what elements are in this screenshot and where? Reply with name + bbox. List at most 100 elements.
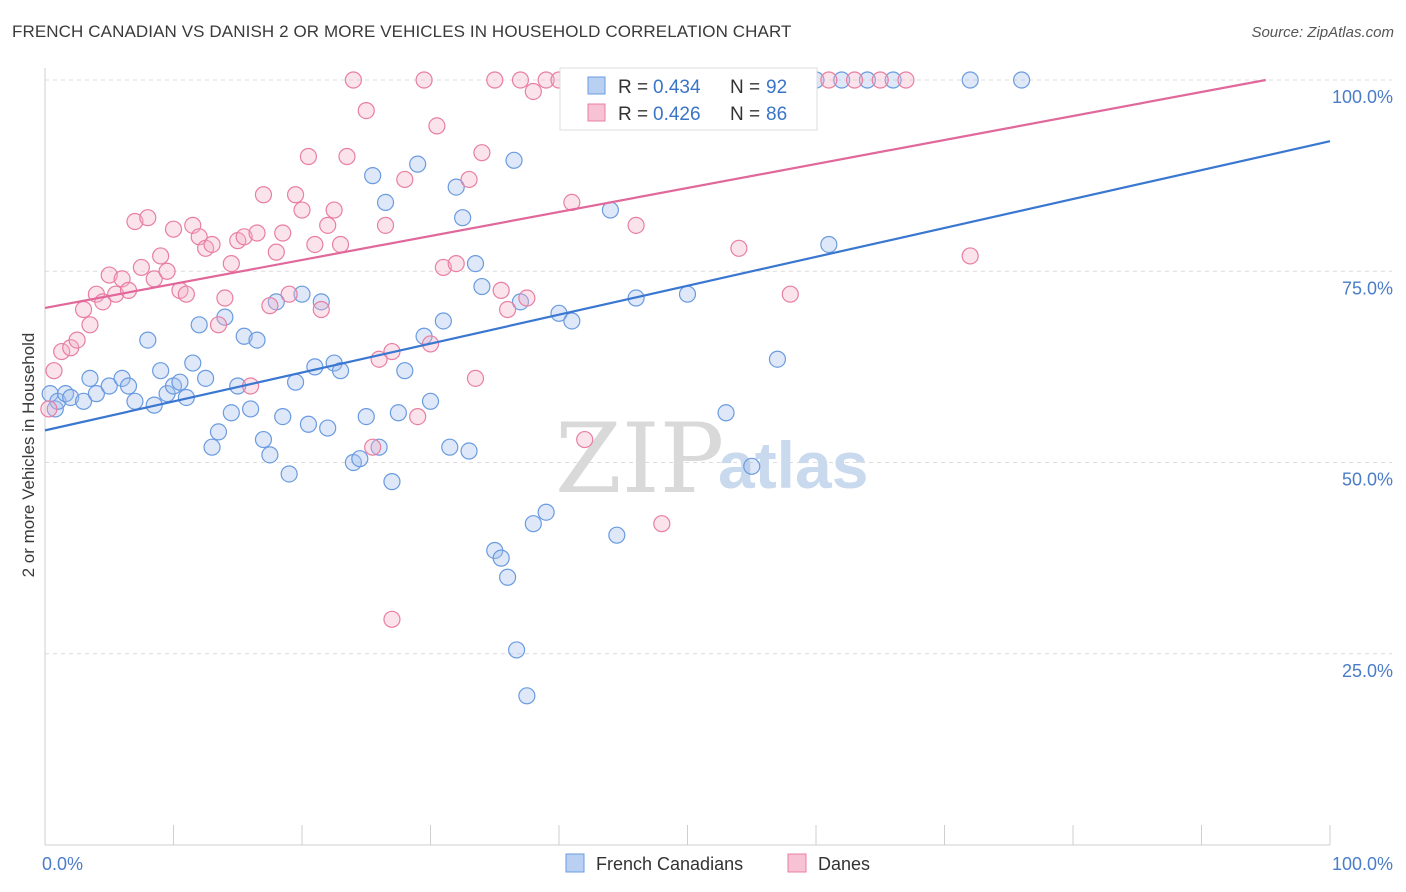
data-point-1-13 (126, 212, 144, 231)
data-point-1-4 (68, 331, 86, 349)
data-point-0-8 (100, 377, 118, 395)
data-point-0-91 (961, 71, 979, 89)
data-point-0-19 (184, 354, 202, 372)
data-point-1-35 (267, 243, 285, 261)
data-point-1-85 (897, 71, 915, 89)
grid-lines (45, 79, 1392, 655)
data-point-1-65 (499, 300, 517, 319)
data-point-0-11 (126, 392, 144, 410)
data-point-0-88 (833, 71, 851, 89)
data-point-1-48 (357, 101, 375, 120)
data-point-0-45 (357, 408, 375, 426)
data-point-0-48 (376, 193, 395, 211)
data-point-0-54 (421, 392, 440, 410)
data-point-0-47 (370, 438, 388, 456)
data-point-1-33 (254, 186, 273, 204)
x-tick-label-1: 100.0% (1332, 854, 1393, 874)
data-point-1-69 (537, 71, 555, 89)
legend-n-value-2: 86 (766, 104, 787, 125)
data-point-1-57 (428, 117, 446, 135)
trend-lines (44, 78, 1331, 432)
bottom-legend-swatch-danes (787, 853, 807, 873)
legend-n-label-2: N = (730, 104, 760, 125)
data-point-0-37 (299, 415, 318, 433)
data-point-1-6 (81, 316, 99, 334)
legend-swatch-french (587, 76, 606, 95)
data-point-0-55 (434, 312, 452, 330)
data-point-1-30 (235, 228, 253, 246)
data-point-0-66 (507, 641, 526, 659)
data-point-1-15 (139, 209, 157, 227)
data-point-1-61 (466, 369, 485, 387)
data-point-1-19 (164, 220, 183, 238)
bottom-legend-swatch-french (565, 853, 585, 873)
data-point-1-2 (53, 342, 71, 361)
data-point-1-68 (524, 82, 542, 101)
data-point-1-58 (434, 258, 452, 277)
series-points-1 (40, 71, 979, 628)
data-point-0-23 (209, 423, 228, 441)
legend-n-label-1: N = (730, 77, 760, 98)
data-point-1-26 (209, 316, 228, 334)
y-tick-label-1: 50.0% (1342, 470, 1393, 490)
data-point-1-28 (222, 255, 240, 273)
data-points (40, 71, 1031, 705)
data-point-0-64 (499, 568, 517, 586)
y-tick-label-2: 75.0% (1342, 278, 1393, 298)
data-point-0-90 (884, 71, 902, 89)
chart-source: Source: ZipAtlas.com (1251, 24, 1394, 41)
bottom-legend-french: French Canadians (596, 854, 743, 874)
data-point-1-51 (376, 216, 395, 234)
data-point-1-40 (299, 147, 318, 166)
y-tick-label-3: 100.0% (1332, 87, 1393, 107)
data-point-1-37 (280, 285, 298, 303)
y-tick-labels: 25.0% 50.0% 75.0% 100.0% (1332, 87, 1393, 681)
data-point-1-67 (518, 289, 536, 307)
data-point-1-43 (319, 216, 337, 234)
data-point-1-0 (40, 400, 58, 418)
data-point-0-52 (409, 155, 427, 173)
data-point-0-22 (203, 438, 221, 456)
legend-r-value-1: 0.434 (653, 77, 701, 98)
data-point-1-62 (473, 144, 491, 162)
data-point-1-34 (261, 297, 279, 315)
data-point-0-44 (351, 450, 369, 468)
data-point-1-46 (338, 147, 356, 166)
data-point-0-40 (319, 419, 337, 437)
data-point-0-74 (608, 526, 626, 544)
data-point-0-21 (197, 369, 215, 387)
data-point-0-31 (261, 446, 279, 464)
data-point-1-80 (730, 239, 748, 257)
data-point-1-27 (216, 289, 234, 307)
data-point-1-83 (845, 71, 864, 89)
axes (44, 68, 1331, 846)
legend-swatch-danes (587, 103, 606, 122)
data-point-0-29 (248, 331, 266, 349)
data-point-0-61 (473, 277, 491, 296)
data-point-0-51 (396, 362, 414, 380)
data-point-0-27 (235, 327, 253, 345)
data-point-1-64 (492, 281, 510, 299)
data-point-0-76 (678, 285, 697, 303)
data-point-1-44 (325, 201, 343, 219)
data-point-0-14 (152, 362, 170, 380)
x-tick-label-0: 0.0% (42, 854, 83, 874)
data-point-0-10 (119, 377, 138, 395)
bottom-legend-danes: Danes (818, 854, 870, 874)
data-point-0-4 (62, 388, 80, 407)
data-point-1-63 (486, 71, 504, 89)
data-point-1-5 (74, 300, 93, 319)
legend-r-label-2: R = (618, 104, 648, 125)
data-point-0-50 (389, 404, 407, 422)
data-point-1-53 (396, 170, 414, 189)
data-point-1-45 (331, 235, 350, 254)
data-point-0-46 (364, 167, 382, 185)
data-point-0-28 (242, 400, 260, 418)
data-point-1-1 (45, 362, 63, 380)
data-point-0-42 (331, 362, 350, 380)
data-point-1-21 (177, 285, 195, 303)
data-point-0-20 (190, 316, 208, 334)
data-point-0-35 (286, 373, 305, 391)
data-point-1-54 (409, 408, 427, 426)
